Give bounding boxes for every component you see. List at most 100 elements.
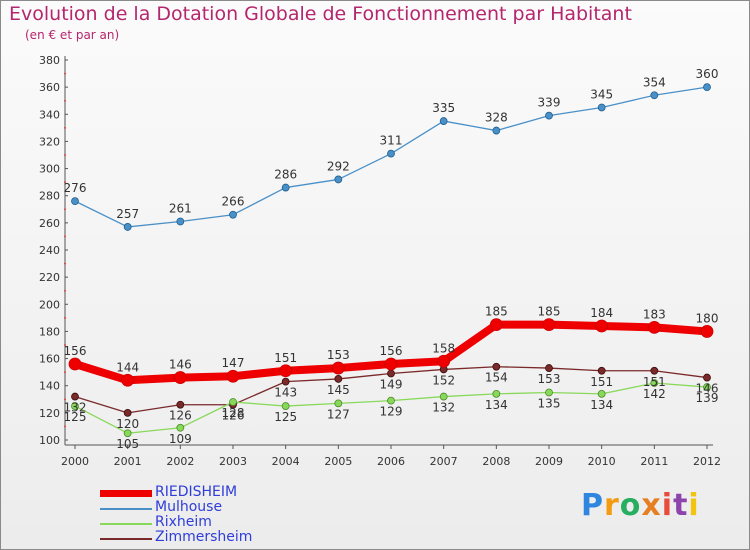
data-point-rixheim [650, 379, 659, 387]
data-label-riedisheim: 146 [169, 358, 192, 372]
data-point-riedisheim [700, 325, 714, 338]
proxiti-logo: Proxiti [581, 488, 700, 523]
data-label-mulhouse: 339 [538, 96, 561, 110]
legend-label: Rixheim [155, 514, 212, 530]
legend-label: RIEDISHEIM [155, 484, 238, 500]
data-label-rixheim: 142 [643, 387, 666, 401]
y-tick-label: 380 [39, 54, 60, 67]
data-point-rixheim [703, 383, 711, 391]
data-label-riedisheim: 158 [432, 341, 455, 355]
data-label-riedisheim: 185 [538, 305, 561, 319]
legend-swatch [100, 523, 152, 525]
data-label-riedisheim: 180 [696, 311, 719, 325]
legend-label: Zimmersheim [155, 529, 253, 545]
data-point-riedisheim [226, 369, 240, 383]
data-label-mulhouse: 286 [274, 168, 297, 182]
data-point-rixheim [71, 402, 79, 410]
y-tick-label: 260 [39, 217, 60, 230]
y-minor-tick [64, 316, 66, 319]
data-label-riedisheim: 147 [222, 356, 245, 370]
x-tick-label: 2011 [640, 455, 668, 468]
data-label-mulhouse: 266 [222, 195, 245, 209]
data-point-zimmersheim [176, 400, 185, 409]
logo-letter: r [604, 488, 620, 523]
data-label-riedisheim: 156 [64, 344, 87, 358]
data-point-riedisheim [279, 364, 293, 378]
data-label-mulhouse: 328 [485, 111, 508, 125]
data-point-mulhouse [650, 91, 659, 100]
data-point-mulhouse [281, 183, 290, 192]
data-point-zimmersheim [123, 408, 132, 417]
x-tick-label: 2007 [430, 455, 458, 468]
data-point-riedisheim [121, 373, 135, 387]
data-label-zimmersheim: 143 [274, 386, 297, 400]
data-point-rixheim [545, 388, 553, 397]
data-point-riedisheim [68, 357, 82, 371]
data-label-rixheim: 129 [380, 405, 403, 419]
data-label-mulhouse: 261 [169, 202, 192, 216]
data-label-rixheim: 125 [64, 410, 87, 424]
data-label-zimmersheim: 120 [116, 417, 139, 431]
y-minor-tick [64, 425, 66, 428]
data-label-mulhouse: 345 [590, 88, 613, 102]
y-tick-label: 180 [39, 325, 60, 338]
data-label-rixheim: 128 [222, 406, 245, 420]
data-point-riedisheim [331, 361, 345, 375]
data-point-riedisheim [489, 318, 503, 332]
data-point-mulhouse [545, 111, 553, 120]
data-point-zimmersheim [281, 377, 290, 386]
y-tick-label: 220 [39, 271, 60, 284]
y-minor-tick [64, 235, 66, 238]
data-point-zimmersheim [703, 373, 711, 382]
data-point-riedisheim [384, 357, 398, 371]
data-point-rixheim [229, 398, 237, 406]
y-minor-tick [64, 181, 66, 184]
data-label-rixheim: 125 [274, 410, 297, 424]
data-label-zimmersheim: 132 [64, 401, 87, 415]
data-label-zimmersheim: 154 [485, 371, 508, 385]
y-minor-tick [64, 398, 66, 401]
data-label-rixheim: 109 [169, 432, 192, 446]
x-tick-label: 2004 [272, 455, 300, 468]
x-tick-label: 2005 [324, 455, 352, 468]
legend-swatch [100, 490, 152, 497]
data-point-rixheim [492, 389, 501, 398]
logo-letter: x [641, 488, 662, 523]
data-point-rixheim [176, 423, 185, 432]
data-point-mulhouse [176, 217, 185, 226]
data-point-rixheim [123, 429, 132, 438]
x-tick-label: 2008 [482, 455, 510, 468]
logo-letter: i [688, 488, 700, 523]
chart-title: Evolution de la Dotation Globale de Fonc… [9, 3, 632, 25]
data-point-mulhouse [492, 126, 501, 135]
y-minor-tick [64, 126, 66, 129]
data-label-mulhouse: 360 [696, 67, 719, 81]
x-tick-label: 2012 [693, 455, 721, 468]
data-label-rixheim: 132 [432, 401, 455, 415]
data-label-zimmersheim: 153 [538, 372, 561, 386]
data-label-riedisheim: 183 [643, 307, 666, 321]
y-tick-label: 160 [39, 353, 60, 366]
x-tick-label: 2009 [535, 455, 563, 468]
y-minor-tick [64, 371, 66, 374]
legend-swatch [100, 508, 152, 510]
data-label-zimmersheim: 146 [696, 382, 719, 396]
y-minor-tick [64, 72, 66, 75]
data-label-rixheim: 134 [590, 398, 613, 412]
data-point-zimmersheim [545, 364, 553, 372]
data-point-zimmersheim [387, 369, 395, 378]
data-label-mulhouse: 354 [643, 75, 666, 89]
data-label-mulhouse: 257 [116, 207, 139, 221]
data-point-riedisheim [647, 320, 661, 334]
y-tick-label: 140 [39, 380, 60, 393]
data-label-riedisheim: 144 [116, 360, 139, 374]
x-tick-label: 2002 [166, 455, 194, 468]
x-tick-label: 2010 [588, 455, 616, 468]
data-point-mulhouse [439, 117, 448, 125]
y-minor-tick [64, 99, 66, 102]
x-tick-label: 2003 [219, 455, 247, 468]
logo-letter: o [619, 488, 642, 523]
x-tick-label: 2001 [114, 455, 142, 468]
